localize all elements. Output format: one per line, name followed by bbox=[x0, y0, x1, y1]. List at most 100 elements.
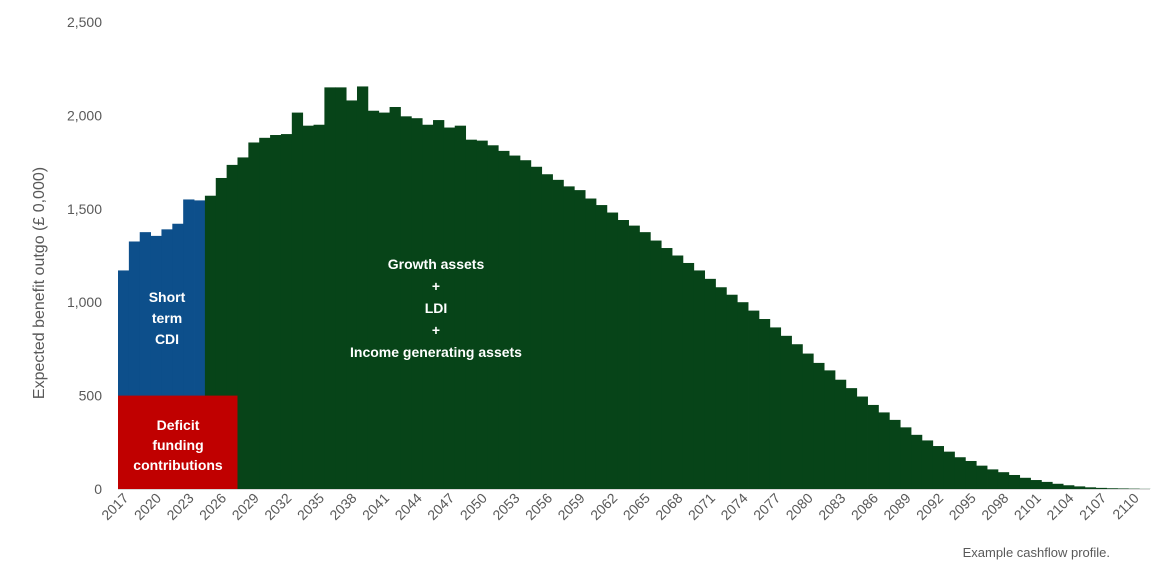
bar-2041 bbox=[378, 112, 390, 490]
bar-2026 bbox=[215, 177, 228, 489]
x-tick-label: 2029 bbox=[229, 490, 262, 523]
bar-2018 bbox=[128, 241, 141, 489]
bar-2066 bbox=[650, 240, 662, 489]
chart-caption: Example cashflow profile. bbox=[963, 545, 1110, 560]
bar-2022 bbox=[172, 223, 184, 489]
bar-2032 bbox=[280, 134, 293, 489]
bar-2030 bbox=[259, 137, 271, 490]
bar-2060 bbox=[585, 198, 597, 489]
bar-2103 bbox=[1052, 483, 1064, 489]
deficit-annotation: Deficit bbox=[157, 417, 200, 433]
bar-2077 bbox=[769, 327, 782, 489]
bar-2021 bbox=[161, 229, 173, 489]
bar-2097 bbox=[987, 469, 999, 489]
x-tick-label: 2062 bbox=[587, 490, 620, 523]
bar-2072 bbox=[715, 287, 727, 489]
x-tick-label: 2086 bbox=[848, 490, 881, 523]
bar-2017 bbox=[118, 270, 130, 489]
bar-2082 bbox=[824, 370, 836, 489]
x-tick-label: 2083 bbox=[815, 490, 848, 523]
bar-2071 bbox=[704, 278, 716, 489]
bar-2101 bbox=[1030, 480, 1042, 489]
bar-2052 bbox=[498, 150, 510, 489]
x-tick-label: 2095 bbox=[946, 490, 979, 523]
annotations: Short term CDI Deficit funding contributions G… bbox=[133, 256, 522, 473]
x-tick-label: 2050 bbox=[457, 490, 490, 523]
bar-2062 bbox=[606, 212, 619, 489]
bar-2025 bbox=[204, 195, 217, 489]
deficit-funding-block bbox=[118, 395, 238, 489]
bar-2098 bbox=[997, 472, 1010, 489]
bar-2042 bbox=[389, 106, 401, 489]
bar-2029 bbox=[248, 142, 260, 489]
bar-2051 bbox=[487, 145, 499, 489]
bar-2063 bbox=[617, 220, 629, 489]
x-tick-label: 2098 bbox=[978, 490, 1011, 523]
x-tick-label: 2053 bbox=[489, 490, 522, 523]
bar-2058 bbox=[563, 186, 575, 489]
x-tick-label: 2110 bbox=[1109, 490, 1142, 523]
bar-2044 bbox=[411, 118, 423, 490]
x-tick-label: 2089 bbox=[880, 490, 913, 523]
bar-2083 bbox=[834, 379, 847, 489]
bar-2090 bbox=[911, 434, 923, 489]
bar-2100 bbox=[1019, 477, 1031, 489]
bar-2039 bbox=[356, 86, 369, 490]
x-tick-label: 2077 bbox=[750, 490, 783, 523]
y-tick-label: 500 bbox=[79, 388, 103, 404]
bar-2064 bbox=[628, 225, 640, 489]
bar-2073 bbox=[726, 294, 738, 489]
bar-2108 bbox=[1106, 488, 1118, 489]
bar-2050 bbox=[476, 140, 488, 490]
bar-2028 bbox=[237, 157, 249, 489]
x-tick-label: 2020 bbox=[131, 490, 164, 523]
bar-2106 bbox=[1084, 487, 1097, 489]
bar-2079 bbox=[791, 344, 803, 489]
x-tick-label: 2071 bbox=[685, 490, 718, 523]
overlay-layer bbox=[118, 395, 238, 489]
x-tick-label: 2065 bbox=[620, 490, 653, 523]
bar-2048 bbox=[454, 125, 467, 489]
bar-2068 bbox=[672, 255, 684, 489]
bar-2092 bbox=[932, 446, 944, 489]
x-tick-label: 2092 bbox=[913, 490, 946, 523]
bar-2024 bbox=[194, 200, 206, 490]
x-tick-label: 2059 bbox=[554, 490, 587, 523]
bar-2067 bbox=[661, 248, 673, 489]
x-tick-label: 2032 bbox=[261, 490, 294, 523]
bar-2033 bbox=[291, 112, 304, 490]
bar-2043 bbox=[400, 116, 412, 490]
x-tick-label: 2047 bbox=[424, 490, 457, 523]
y-tick-label: 2,500 bbox=[67, 14, 102, 30]
bar-2109 bbox=[1117, 488, 1129, 489]
x-tick-label: 2080 bbox=[783, 490, 816, 523]
bar-2069 bbox=[682, 262, 695, 489]
x-tick-label: 2026 bbox=[196, 490, 229, 523]
bar-2055 bbox=[530, 166, 543, 489]
x-tick-label: 2101 bbox=[1011, 490, 1044, 523]
growth-annotation: Growth assets bbox=[388, 256, 485, 272]
y-tick-labels: 0 500 1,000 1,500 2,000 2,500 bbox=[67, 14, 102, 497]
bar-2065 bbox=[639, 232, 651, 489]
bar-2096 bbox=[976, 465, 988, 489]
y-axis-label: Expected benefit outgo (£ 0,000) bbox=[31, 167, 48, 399]
bar-2093 bbox=[943, 451, 955, 489]
bar-2099 bbox=[1008, 474, 1021, 489]
bar-2070 bbox=[693, 270, 706, 489]
bar-2074 bbox=[737, 302, 749, 489]
bar-2023 bbox=[183, 199, 195, 489]
bar-2054 bbox=[519, 160, 532, 489]
bar-2045 bbox=[422, 124, 434, 490]
bar-2031 bbox=[270, 135, 282, 489]
bar-2075 bbox=[748, 310, 760, 489]
bar-2036 bbox=[324, 87, 336, 489]
bar-2089 bbox=[900, 427, 912, 489]
bar-2046 bbox=[433, 120, 445, 489]
bar-2105 bbox=[1073, 486, 1086, 489]
bar-2084 bbox=[845, 388, 858, 489]
cdi-annotation: CDI bbox=[155, 331, 179, 347]
bar-2057 bbox=[552, 179, 564, 489]
bar-2078 bbox=[780, 335, 792, 489]
bar-2088 bbox=[889, 419, 901, 489]
growth-annotation: + bbox=[432, 278, 440, 294]
